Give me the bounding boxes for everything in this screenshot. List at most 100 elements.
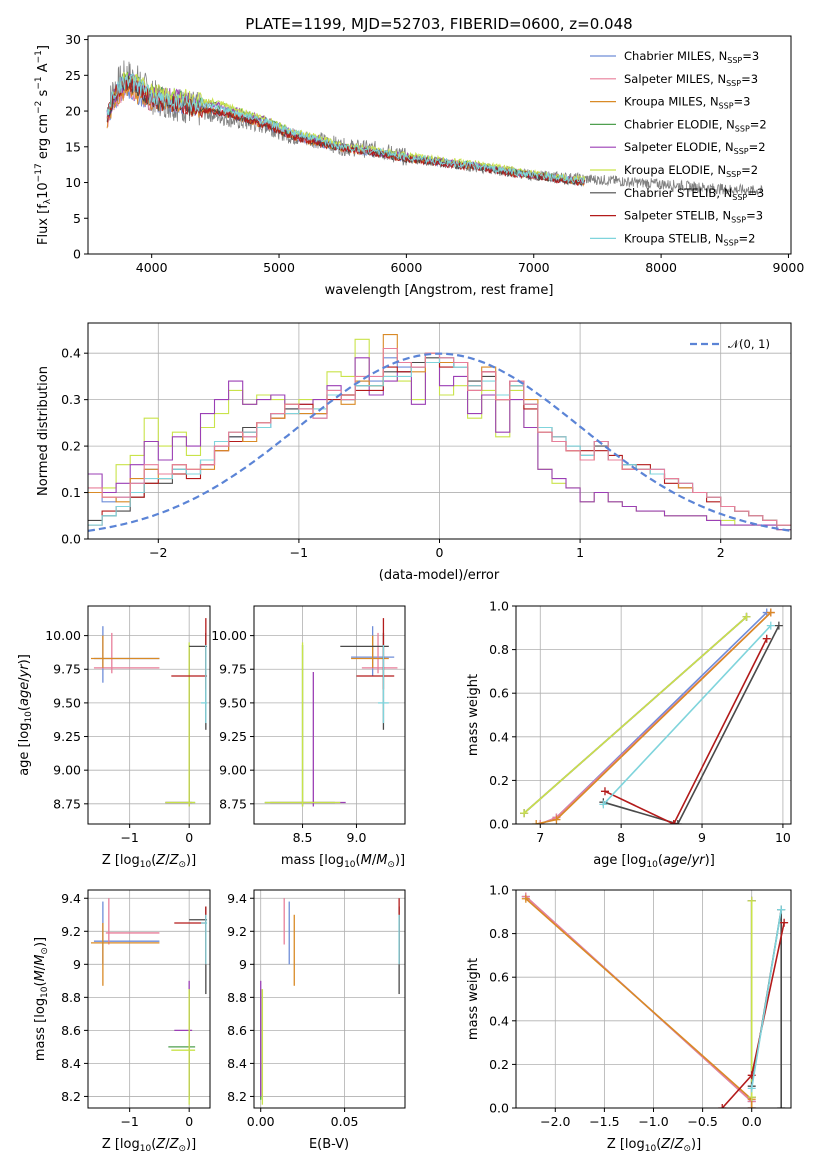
y-tick-label: 0.4 <box>489 1013 509 1028</box>
mass-weight-line <box>750 909 782 1089</box>
y-tick-label: 8.6 <box>227 1023 247 1038</box>
mass-weight-line <box>604 638 768 824</box>
normal-reference-curve <box>88 352 791 532</box>
x-tick-label: 0 <box>436 545 444 560</box>
residual-histogram-step <box>88 347 791 526</box>
mass-weight-point <box>766 608 775 617</box>
y-tick-label: 0.2 <box>489 773 509 788</box>
mass-z-xlabel: Z [log10(Z/Z⊙)] <box>102 1137 196 1154</box>
legend-label: Chabrier STELIB, NSSP=3 <box>624 186 764 202</box>
mass-weight-point <box>774 621 783 630</box>
mass-weight-point <box>777 905 786 914</box>
y-tick-label: 0.6 <box>489 970 509 985</box>
mass-weight-line <box>603 625 780 824</box>
legend-label: Kroupa STELIB, NSSP=2 <box>624 231 755 247</box>
mass-weight-point <box>669 820 678 824</box>
weight-z-xlabel: Z [log10(Z/Z⊙)] <box>607 1137 701 1154</box>
y-tick-label: 9.2 <box>61 924 81 939</box>
x-tick-label: 0 <box>185 1114 193 1129</box>
y-tick-label: 9 <box>239 957 247 972</box>
legend-label: Salpeter ELODIE, NSSP=2 <box>624 140 766 156</box>
y-tick-label: 20 <box>65 104 81 119</box>
mass-weight-point <box>747 1084 756 1093</box>
y-tick-label: 8.8 <box>227 990 247 1005</box>
y-tick-label: 9.50 <box>219 695 247 710</box>
x-tick-label: 7 <box>536 830 544 845</box>
legend-label: 𝒩(0, 1) <box>728 337 770 351</box>
y-tick-label: 0.0 <box>61 532 81 547</box>
y-tick-label: 0.8 <box>489 642 509 657</box>
legend-label: Chabrier ELODIE, NSSP=2 <box>624 117 767 133</box>
spectrum-panel: PLATE=1199, MJD=52703, FIBERID=0600, z=0… <box>34 15 804 298</box>
y-tick-label: 8.2 <box>227 1089 247 1104</box>
x-tick-label: 10 <box>775 830 791 845</box>
x-tick-label: 9000 <box>773 260 805 275</box>
y-tick-label: 9.75 <box>53 662 81 677</box>
mass-weight-point <box>747 1093 756 1102</box>
mass-weight-point <box>718 1104 727 1108</box>
x-tick-label: 9 <box>698 830 706 845</box>
mass-weight-point <box>521 894 530 903</box>
weight-age-ylabel: mass weight <box>466 674 481 756</box>
y-tick-label: 8.75 <box>53 796 81 811</box>
y-tick-label: 0.4 <box>61 346 81 361</box>
y-tick-label: 9 <box>73 957 81 972</box>
age-z-axes-frame <box>87 605 211 825</box>
x-tick-label: −1 <box>290 545 308 560</box>
y-tick-label: 0.2 <box>61 439 81 454</box>
y-tick-label: 8.2 <box>61 1089 81 1104</box>
age-z-xlabel: Z [log10(Z/Z⊙)] <box>102 853 196 870</box>
spectrum-axes-frame <box>87 35 792 255</box>
y-tick-label: 8.4 <box>227 1056 247 1071</box>
mass-weight-point <box>777 1104 786 1108</box>
mass-z-axes-frame <box>87 889 211 1109</box>
x-tick-label: −2.0 <box>540 1114 570 1129</box>
x-tick-label: 0 <box>185 830 193 845</box>
y-tick-label: 10.00 <box>211 628 247 643</box>
legend-label: Salpeter MILES, NSSP=3 <box>624 72 758 88</box>
y-tick-label: 30 <box>65 32 81 47</box>
x-tick-label: 0.05 <box>331 1114 359 1129</box>
y-tick-label: 1.0 <box>489 883 509 898</box>
y-tick-label: 9.00 <box>219 763 247 778</box>
y-tick-label: 9.25 <box>219 729 247 744</box>
y-tick-label: 9.4 <box>61 891 81 906</box>
mass-weight-point <box>536 820 545 824</box>
mass-weight-point <box>762 634 771 643</box>
y-tick-label: 0.1 <box>61 485 81 500</box>
mass-weight-point <box>600 787 609 796</box>
age-z-panel: −1 0 8.75 9.00 9.25 9.50 9.75 10.00 Z [log10(Z/… <box>17 605 211 870</box>
weight-age-panel: 7 8 9 10 0.0 0.2 0.4 0.6 0.8 1.0 age [log10(age/y… <box>466 599 792 870</box>
y-tick-label: 0.0 <box>489 1101 509 1116</box>
legend-label: Kroupa ELODIE, NSSP=2 <box>624 163 758 179</box>
x-tick-label: −1 <box>120 1114 138 1129</box>
mass-weight-point <box>742 612 751 621</box>
y-tick-label: 0 <box>73 247 81 262</box>
y-tick-label: 0.2 <box>489 1057 509 1072</box>
mass-weight-point <box>599 800 608 809</box>
mass-weight-point <box>673 820 682 824</box>
y-tick-label: 0.4 <box>489 729 509 744</box>
mass-weight-point <box>747 896 756 905</box>
age-z-ylabel: age [log10(age/yr)] <box>17 654 34 776</box>
weight-z-panel: −2.0 −1.5 −1.0 −0.5 0.0 0.0 0.2 0.4 0.6 0.8 1.0 Z … <box>466 883 792 1154</box>
y-tick-label: 9.25 <box>53 729 81 744</box>
legend-label: Kroupa MILES, NSSP=3 <box>624 95 750 111</box>
mass-weight-point <box>766 621 775 630</box>
y-tick-label: 15 <box>65 139 81 154</box>
x-tick-label: −1.0 <box>638 1114 668 1129</box>
x-tick-label: 8 <box>617 830 625 845</box>
mass-z-ylabel: mass [log10(M/M⊙)] <box>33 937 50 1061</box>
x-tick-label: 2 <box>717 545 725 560</box>
model-spectrum-line <box>106 73 585 184</box>
mass-weight-point <box>780 918 789 927</box>
y-tick-label: 8.4 <box>61 1056 81 1071</box>
mass-weight-line <box>602 625 772 805</box>
x-tick-label: 8000 <box>645 260 677 275</box>
y-tick-label: 8.75 <box>219 796 247 811</box>
mass-weight-point <box>532 820 541 824</box>
y-tick-label: 9.75 <box>219 662 247 677</box>
spectrum-ylabel: Flux [fλ10−17 erg cm−2 s−1 A−1] <box>34 45 53 245</box>
y-tick-label: 9.2 <box>227 924 247 939</box>
